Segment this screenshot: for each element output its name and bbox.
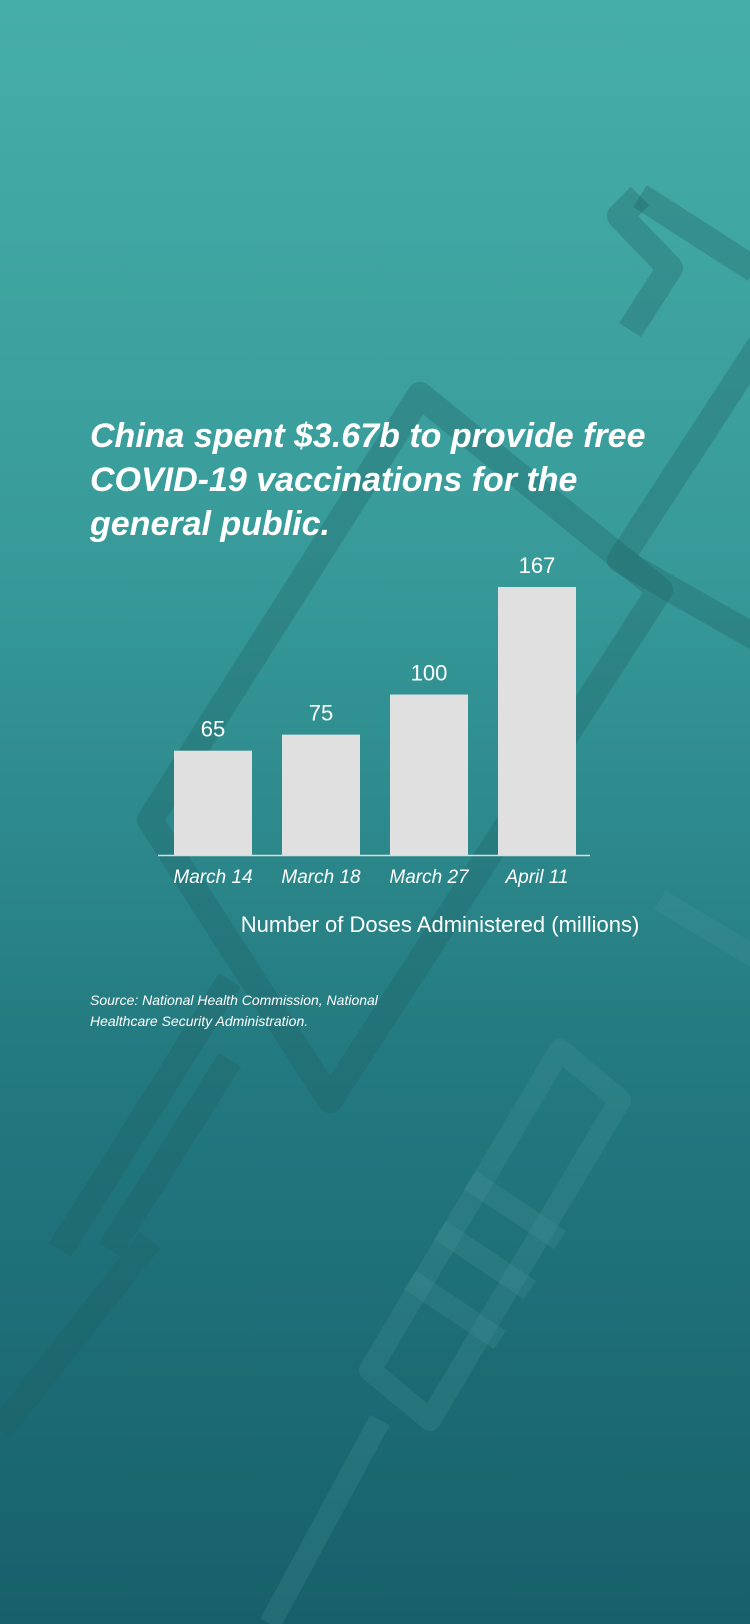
chart-caption: Number of Doses Administered (millions) [240,912,640,937]
bar-value-label: 65 [201,717,225,742]
bar-value-label: 75 [309,701,333,726]
bar [174,750,252,855]
bar [498,587,576,855]
x-tick-label: March 14 [173,867,252,888]
bar [390,694,468,855]
source-note: Source: National Health Commission, Nati… [90,992,378,1029]
headline: China spent $3.67b to provide free COVID… [90,417,646,543]
bar [282,734,360,855]
x-tick-label: March 27 [389,867,470,888]
x-tick-label: April 11 [504,867,568,888]
bar-value-label: 100 [411,661,448,686]
x-tick-label: March 18 [281,867,361,888]
bar-value-label: 167 [519,553,556,578]
